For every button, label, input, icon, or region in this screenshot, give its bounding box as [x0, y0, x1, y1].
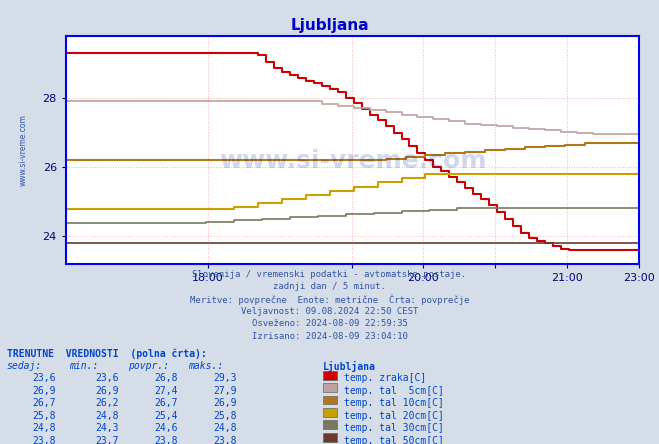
Text: 23,6: 23,6 — [95, 373, 119, 384]
Text: 24,8: 24,8 — [95, 411, 119, 421]
Text: maks.:: maks.: — [188, 361, 223, 371]
Text: 26,9: 26,9 — [214, 398, 237, 408]
Text: 24,8: 24,8 — [214, 423, 237, 433]
Text: 29,3: 29,3 — [214, 373, 237, 384]
Text: Meritve: povprečne  Enote: metrične  Črta: povprečje: Meritve: povprečne Enote: metrične Črta:… — [190, 294, 469, 305]
Text: www.si-vreme.com: www.si-vreme.com — [219, 149, 486, 173]
Text: temp. tal  5cm[C]: temp. tal 5cm[C] — [344, 386, 444, 396]
Text: 26,7: 26,7 — [154, 398, 178, 408]
Text: Ljubljana: Ljubljana — [290, 18, 369, 33]
Text: www.si-vreme.com: www.si-vreme.com — [18, 114, 28, 186]
Text: Izrisano: 2024-08-09 23:04:10: Izrisano: 2024-08-09 23:04:10 — [252, 332, 407, 341]
Text: 26,9: 26,9 — [95, 386, 119, 396]
Text: sedaj:: sedaj: — [7, 361, 42, 371]
Text: povpr.:: povpr.: — [129, 361, 169, 371]
Text: temp. tal 50cm[C]: temp. tal 50cm[C] — [344, 436, 444, 444]
Text: 25,4: 25,4 — [154, 411, 178, 421]
Text: Slovenija / vremenski podatki - avtomatske postaje.: Slovenija / vremenski podatki - avtomats… — [192, 270, 467, 278]
Text: Osveženo: 2024-08-09 22:59:35: Osveženo: 2024-08-09 22:59:35 — [252, 319, 407, 328]
Text: 25,8: 25,8 — [214, 411, 237, 421]
Text: 26,8: 26,8 — [154, 373, 178, 384]
Text: 24,8: 24,8 — [32, 423, 56, 433]
Text: temp. tal 20cm[C]: temp. tal 20cm[C] — [344, 411, 444, 421]
Text: 24,3: 24,3 — [95, 423, 119, 433]
Text: 25,8: 25,8 — [32, 411, 56, 421]
Text: 26,7: 26,7 — [32, 398, 56, 408]
Text: temp. zraka[C]: temp. zraka[C] — [344, 373, 426, 384]
Text: min.:: min.: — [69, 361, 99, 371]
Text: temp. tal 10cm[C]: temp. tal 10cm[C] — [344, 398, 444, 408]
Text: 24,6: 24,6 — [154, 423, 178, 433]
Text: 27,4: 27,4 — [154, 386, 178, 396]
Text: 26,9: 26,9 — [32, 386, 56, 396]
Text: 23,8: 23,8 — [32, 436, 56, 444]
Text: TRENUTNE  VREDNOSTI  (polna črta):: TRENUTNE VREDNOSTI (polna črta): — [7, 349, 206, 359]
Text: 23,8: 23,8 — [214, 436, 237, 444]
Text: zadnji dan / 5 minut.: zadnji dan / 5 minut. — [273, 282, 386, 291]
Text: Ljubljana: Ljubljana — [323, 361, 376, 372]
Text: 23,7: 23,7 — [95, 436, 119, 444]
Text: 27,9: 27,9 — [214, 386, 237, 396]
Text: Veljavnost: 09.08.2024 22:50 CEST: Veljavnost: 09.08.2024 22:50 CEST — [241, 307, 418, 316]
Text: temp. tal 30cm[C]: temp. tal 30cm[C] — [344, 423, 444, 433]
Text: 26,2: 26,2 — [95, 398, 119, 408]
Text: 23,8: 23,8 — [154, 436, 178, 444]
Text: 23,6: 23,6 — [32, 373, 56, 384]
